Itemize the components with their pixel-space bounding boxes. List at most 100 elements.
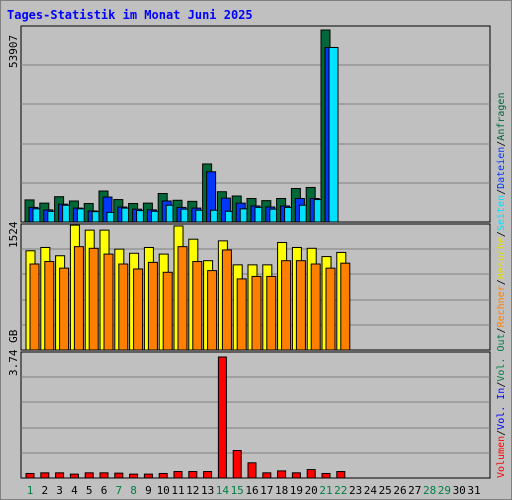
day-label: 18	[275, 484, 288, 497]
legend-separator: /	[496, 382, 507, 388]
day-label: 29	[438, 484, 451, 497]
day-label: 27	[408, 484, 421, 497]
day-label: 9	[145, 484, 152, 497]
bar-volumen	[114, 472, 124, 479]
y-max-label: 53907	[7, 35, 20, 68]
day-label: 8	[130, 484, 137, 497]
bar-volumen	[188, 471, 198, 479]
bar-rechner	[162, 271, 173, 351]
bar-rechner	[177, 246, 188, 351]
bar-rechner	[325, 267, 336, 351]
legend: Volumen/Vol. In/Vol. Out/Rechner/Besuche…	[496, 93, 507, 478]
bar-rechner	[133, 268, 144, 351]
day-label: 17	[260, 484, 273, 497]
legend-entry: Vol. In	[496, 388, 507, 430]
bar-rechner	[340, 262, 351, 351]
day-label: 31	[467, 484, 480, 497]
bar-volumen	[277, 470, 287, 479]
bar-volumen	[129, 473, 139, 479]
day-label: 19	[290, 484, 303, 497]
day-label: 15	[231, 484, 244, 497]
bar-rechner	[251, 275, 262, 351]
legend-separator: /	[496, 279, 507, 285]
legend-entry: Anfragen	[496, 93, 507, 141]
day-label: 21	[319, 484, 332, 497]
bar-volumen	[173, 471, 183, 479]
legend-entry: Vol. Out	[496, 333, 507, 381]
legend-separator: /	[496, 430, 507, 436]
bar-volumen	[232, 450, 242, 479]
day-label: 2	[41, 484, 48, 497]
chart-title: Tages-Statistik im Monat Juni 2025	[7, 8, 253, 22]
bar-rechner	[266, 275, 277, 351]
bar-volumen	[262, 472, 272, 479]
day-label: 12	[186, 484, 199, 497]
bar-volumen	[306, 469, 316, 479]
bar-rechner	[29, 263, 40, 351]
day-label: 16	[245, 484, 258, 497]
day-label: 6	[101, 484, 108, 497]
bar-rechner	[310, 263, 321, 351]
day-label: 20	[305, 484, 318, 497]
bar-volumen	[291, 472, 301, 479]
legend-separator: /	[496, 189, 507, 195]
panel-frame	[20, 25, 491, 223]
legend-separator: /	[496, 141, 507, 147]
day-label: 30	[453, 484, 466, 497]
bar-rechner	[59, 267, 70, 351]
bar-volumen	[69, 473, 79, 479]
y-max-label: 3.74 GB	[7, 329, 20, 376]
bar-rechner	[147, 261, 158, 351]
day-label: 7	[115, 484, 122, 497]
day-label: 26	[393, 484, 406, 497]
bar-volumen	[203, 471, 213, 479]
bar-volumen	[143, 473, 153, 479]
day-label: 5	[86, 484, 93, 497]
day-label: 1	[27, 484, 34, 497]
y-max-label: 1524	[7, 221, 20, 248]
bar-rechner	[207, 270, 218, 351]
legend-entry: Dateien	[496, 147, 507, 189]
bar-rechner	[295, 260, 306, 351]
bar-volumen	[99, 472, 109, 479]
bar-volumen	[40, 472, 50, 479]
day-label: 11	[171, 484, 184, 497]
legend-entry: Volumen	[496, 436, 507, 478]
bar-rechner	[192, 261, 203, 351]
legend-entry: Seiten	[496, 195, 507, 231]
day-label: 28	[423, 484, 436, 497]
bar-volumen	[25, 472, 35, 479]
bar-volumen	[321, 472, 331, 479]
legend-entry: Besuche	[496, 237, 507, 279]
bar-volumen	[247, 462, 257, 479]
bar-rechner	[103, 253, 114, 351]
bar-rechner	[44, 261, 55, 351]
day-label: 25	[379, 484, 392, 497]
bar-rechner	[118, 263, 129, 351]
day-label: 22	[334, 484, 347, 497]
day-label: 4	[71, 484, 78, 497]
legend-separator: /	[496, 231, 507, 237]
legend-entry: Rechner	[496, 285, 507, 327]
day-label: 10	[157, 484, 170, 497]
bar-volumen	[55, 472, 65, 479]
bar-volumen	[84, 472, 94, 479]
day-label: 3	[56, 484, 63, 497]
bar-volumen	[336, 471, 346, 479]
bar-rechner	[88, 247, 99, 351]
bar-rechner	[281, 260, 292, 351]
bar-rechner	[221, 249, 232, 351]
legend-separator: /	[496, 327, 507, 333]
bar-rechner	[236, 278, 247, 351]
bar-rechner	[73, 246, 84, 351]
bar-volumen	[217, 356, 227, 479]
bar-volumen	[158, 472, 168, 479]
day-label: 23	[349, 484, 362, 497]
day-label: 24	[364, 484, 378, 497]
bar-seiten	[328, 46, 339, 223]
panel-frame	[20, 351, 491, 479]
day-label: 13	[201, 484, 214, 497]
day-label: 14	[216, 484, 230, 497]
